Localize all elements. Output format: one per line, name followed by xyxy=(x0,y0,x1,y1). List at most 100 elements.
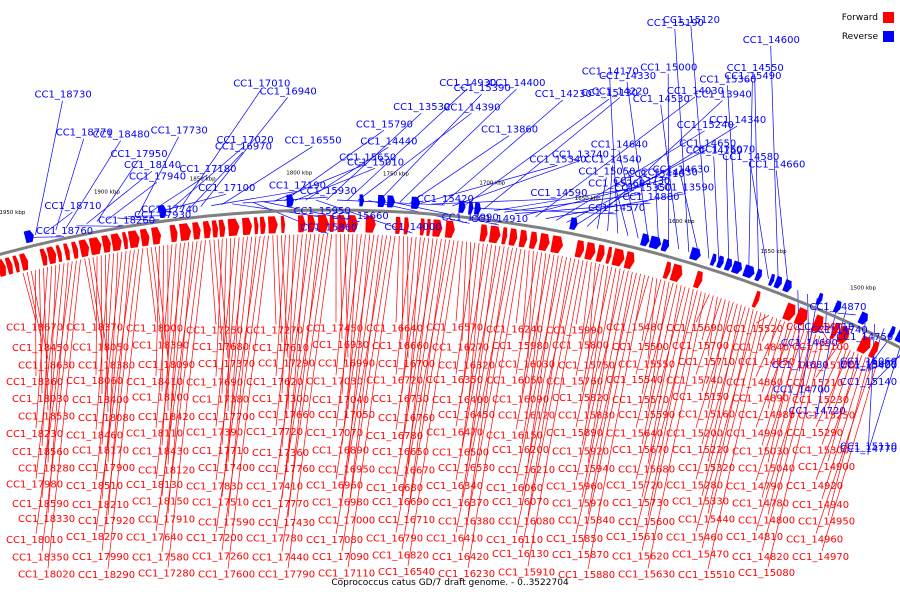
forward-gene-label: CC1_17360 xyxy=(252,448,309,459)
forward-connector xyxy=(221,238,227,394)
forward-gene-label: CC1_14890 xyxy=(732,393,789,404)
forward-gene-label: CC1_17000 xyxy=(318,516,375,527)
forward-connector xyxy=(287,233,333,569)
forward-connector xyxy=(695,306,746,480)
forward-gene-arrow xyxy=(63,243,70,261)
forward-gene-arrow xyxy=(528,231,538,250)
forward-gene-label: CC1_18530 xyxy=(18,411,75,422)
forward-connector xyxy=(701,307,750,496)
reverse-gene-label: CC1_14580 xyxy=(722,152,779,163)
forward-gene-label: CC1_16640 xyxy=(366,324,423,335)
kbp-tick-label: 1550 kbp xyxy=(761,249,787,255)
forward-connector xyxy=(107,248,144,569)
forward-gene-label: CC1_18170 xyxy=(72,446,129,457)
forward-gene-arrow xyxy=(151,227,162,245)
forward-gene-label: CC1_18110 xyxy=(126,429,183,440)
forward-connector xyxy=(575,261,588,325)
forward-gene-label: CC1_18010 xyxy=(6,535,63,546)
forward-connector xyxy=(641,291,702,551)
forward-connector xyxy=(221,236,253,497)
reverse-gene-label: CC1_14910 xyxy=(471,214,528,225)
forward-gene-label: CC1_16930 xyxy=(312,340,369,351)
forward-gene-label: CC1_15720 xyxy=(606,480,663,491)
reverse-gene-label: CC1_15120 xyxy=(663,15,720,26)
forward-gene-label: CC1_17620 xyxy=(246,377,303,388)
forward-gene-arrow xyxy=(192,222,201,240)
forward-gene-label: CC1_15670 xyxy=(612,445,669,456)
forward-gene-label: CC1_16890 xyxy=(312,446,369,457)
forward-connector xyxy=(341,234,379,497)
reverse-gene-label: CC1_14030 xyxy=(667,86,724,97)
forward-connector xyxy=(695,302,734,428)
reverse-gene-label: CC1_14870 xyxy=(809,302,866,313)
reverse-gene-arrow xyxy=(887,325,896,339)
reverse-gene-label: CC1_14740 xyxy=(811,325,868,336)
forward-gene-label: CC1_14800 xyxy=(738,515,795,526)
forward-connector xyxy=(280,234,289,358)
forward-connector xyxy=(161,242,190,496)
forward-gene-label: CC1_18630 xyxy=(18,360,75,371)
reverse-connector xyxy=(800,297,818,396)
forward-connector xyxy=(641,287,690,498)
forward-connector xyxy=(707,300,730,409)
kbp-tick-label: 1600 kbp xyxy=(669,219,695,225)
forward-gene-label: CC1_17050 xyxy=(318,410,375,421)
reverse-gene-arrow xyxy=(286,194,295,207)
forward-gene-label: CC1_17400 xyxy=(198,463,255,474)
forward-connector xyxy=(701,295,714,341)
forward-gene-label: CC1_16370 xyxy=(432,498,489,509)
kbp-tick-label: 1650 kbp xyxy=(575,196,601,202)
forward-gene-arrow xyxy=(488,225,501,244)
reverse-connector xyxy=(615,189,629,236)
reverse-gene-arrow xyxy=(754,268,763,282)
forward-gene-label: CC1_14780 xyxy=(732,499,789,510)
forward-connector xyxy=(467,243,484,410)
reverse-connector xyxy=(727,85,740,269)
reverse-connector xyxy=(378,93,482,202)
forward-connector xyxy=(217,239,229,359)
forward-gene-label: CC1_16790 xyxy=(366,534,423,545)
forward-connector xyxy=(335,234,350,376)
reverse-gene-arrow xyxy=(648,235,662,250)
forward-gene-label: CC1_14820 xyxy=(732,552,789,563)
forward-gene-arrow xyxy=(139,228,150,247)
forward-gene-label: CC1_17920 xyxy=(78,516,135,527)
reverse-gene-label: CC1_14770 xyxy=(840,444,897,455)
forward-connector xyxy=(347,235,383,515)
reverse-connector xyxy=(867,356,900,371)
forward-gene-label: CC1_16130 xyxy=(492,549,549,560)
reverse-gene-label: CC1_17930 xyxy=(134,210,191,221)
forward-gene-label: CC1_17680 xyxy=(192,342,249,353)
forward-connector xyxy=(335,235,388,535)
forward-connector xyxy=(227,235,269,569)
forward-gene-label: CC1_17280 xyxy=(138,569,195,580)
reverse-gene-label: CC1_14630 xyxy=(653,164,710,175)
forward-gene-label: CC1_18410 xyxy=(126,377,183,388)
forward-gene-label: CC1_15870 xyxy=(552,550,609,561)
reverse-gene-label: CC1_14400 xyxy=(488,78,545,89)
reverse-gene-arrow xyxy=(569,217,578,231)
forward-connector xyxy=(587,268,621,464)
reverse-gene-arrow xyxy=(857,311,868,325)
forward-connector xyxy=(344,234,349,358)
reverse-connector xyxy=(576,125,738,225)
forward-connector xyxy=(575,266,613,428)
forward-connector xyxy=(395,238,438,482)
forward-connector xyxy=(101,248,139,551)
reverse-gene-label: CC1_14680 xyxy=(772,360,829,371)
reverse-gene-arrow xyxy=(458,200,466,214)
forward-gene-label: CC1_15890 xyxy=(546,428,603,439)
forward-connector xyxy=(581,264,605,393)
forward-gene-label: CC1_15600 xyxy=(618,517,675,528)
reverse-connector xyxy=(76,225,126,227)
reverse-gene-label: CC1_14710 xyxy=(797,322,854,333)
forward-connector xyxy=(701,299,726,392)
reverse-connector xyxy=(357,112,472,201)
reverse-connector xyxy=(754,73,759,276)
forward-gene-arrow xyxy=(307,215,316,233)
forward-gene-label: CC1_16150 xyxy=(486,430,543,441)
forward-connector xyxy=(641,284,678,445)
forward-connector xyxy=(755,334,817,531)
forward-connector xyxy=(581,267,617,446)
